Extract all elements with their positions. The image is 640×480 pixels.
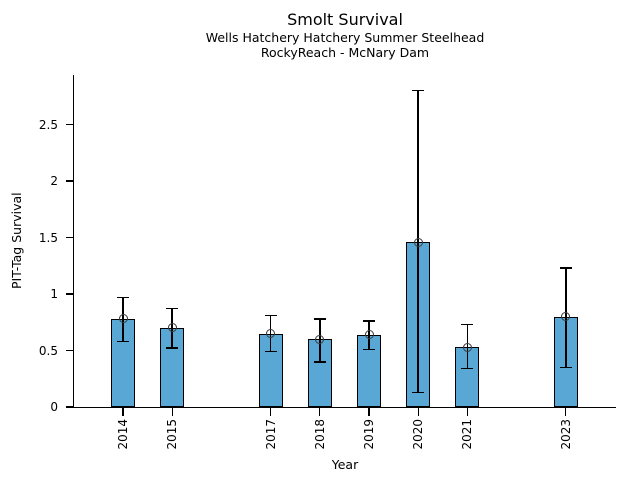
error-cap-top <box>461 323 474 326</box>
x-tick-mark <box>171 408 173 416</box>
x-tick-label: 2021 <box>460 419 475 450</box>
y-tick-mark <box>66 123 74 126</box>
x-tick-label: 2014 <box>116 419 130 450</box>
chart-subtitle-line1: Wells Hatchery Hatchery Summer Steelhead <box>205 30 485 45</box>
data-point-marker <box>118 314 128 324</box>
error-cap-top <box>559 267 572 269</box>
error-cap-bottom <box>264 350 277 353</box>
y-tick-label: 2.5 <box>38 117 58 132</box>
chart-subtitle-line2: RockyReach - McNary Dam <box>260 45 430 60</box>
data-point-marker <box>413 237 423 247</box>
x-tick-mark <box>368 408 370 416</box>
y-tick-mark <box>66 293 74 295</box>
y-tick-label: 0 <box>50 400 58 414</box>
x-axis-label: Year <box>331 457 359 472</box>
x-tick-label: 2023 <box>558 419 573 450</box>
error-cap-top <box>363 320 375 322</box>
y-tick-mark <box>66 236 74 239</box>
chart-title: Smolt Survival <box>287 10 403 29</box>
error-cap-bottom <box>166 347 179 349</box>
data-point-marker <box>561 312 571 322</box>
error-cap-bottom <box>412 391 425 394</box>
y-axis-spine <box>72 75 75 409</box>
x-tick-mark <box>466 408 469 416</box>
x-tick-label: 2019 <box>362 419 376 450</box>
x-tick-mark <box>122 408 124 416</box>
data-point-marker <box>266 329 276 339</box>
error-cap-bottom <box>559 366 572 369</box>
data-point-marker <box>315 334 325 344</box>
error-cap-bottom <box>117 340 129 343</box>
data-point-marker <box>167 323 177 333</box>
data-point-marker <box>462 342 472 352</box>
x-tick-mark <box>417 408 419 416</box>
error-cap-top <box>264 314 277 317</box>
chart-header: Smolt Survival Wells Hatchery Hatchery S… <box>74 9 616 60</box>
y-tick-mark <box>66 406 74 408</box>
x-tick-label: 2018 <box>312 419 327 450</box>
error-cap-top <box>313 318 326 320</box>
y-tick-mark <box>66 180 74 182</box>
error-cap-bottom <box>313 361 326 363</box>
data-point-marker <box>364 330 374 340</box>
y-tick-label: 2 <box>50 174 58 188</box>
y-tick-label: 0.5 <box>38 343 58 358</box>
error-cap-top <box>166 307 179 310</box>
error-cap-bottom <box>461 367 474 370</box>
x-tick-mark <box>269 408 272 416</box>
error-cap-bottom <box>363 348 375 351</box>
y-tick-label: 1.5 <box>38 230 58 245</box>
y-tick-label: 1 <box>50 287 58 301</box>
error-cap-top <box>117 296 129 299</box>
x-axis-spine <box>72 407 616 409</box>
y-tick-mark <box>66 349 74 352</box>
x-tick-mark <box>319 408 321 416</box>
x-tick-label: 2017 <box>263 419 278 450</box>
x-tick-label: 2015 <box>165 419 180 450</box>
x-tick-label: 2020 <box>411 419 426 450</box>
x-tick-mark <box>565 408 567 416</box>
error-cap-top <box>412 89 425 92</box>
